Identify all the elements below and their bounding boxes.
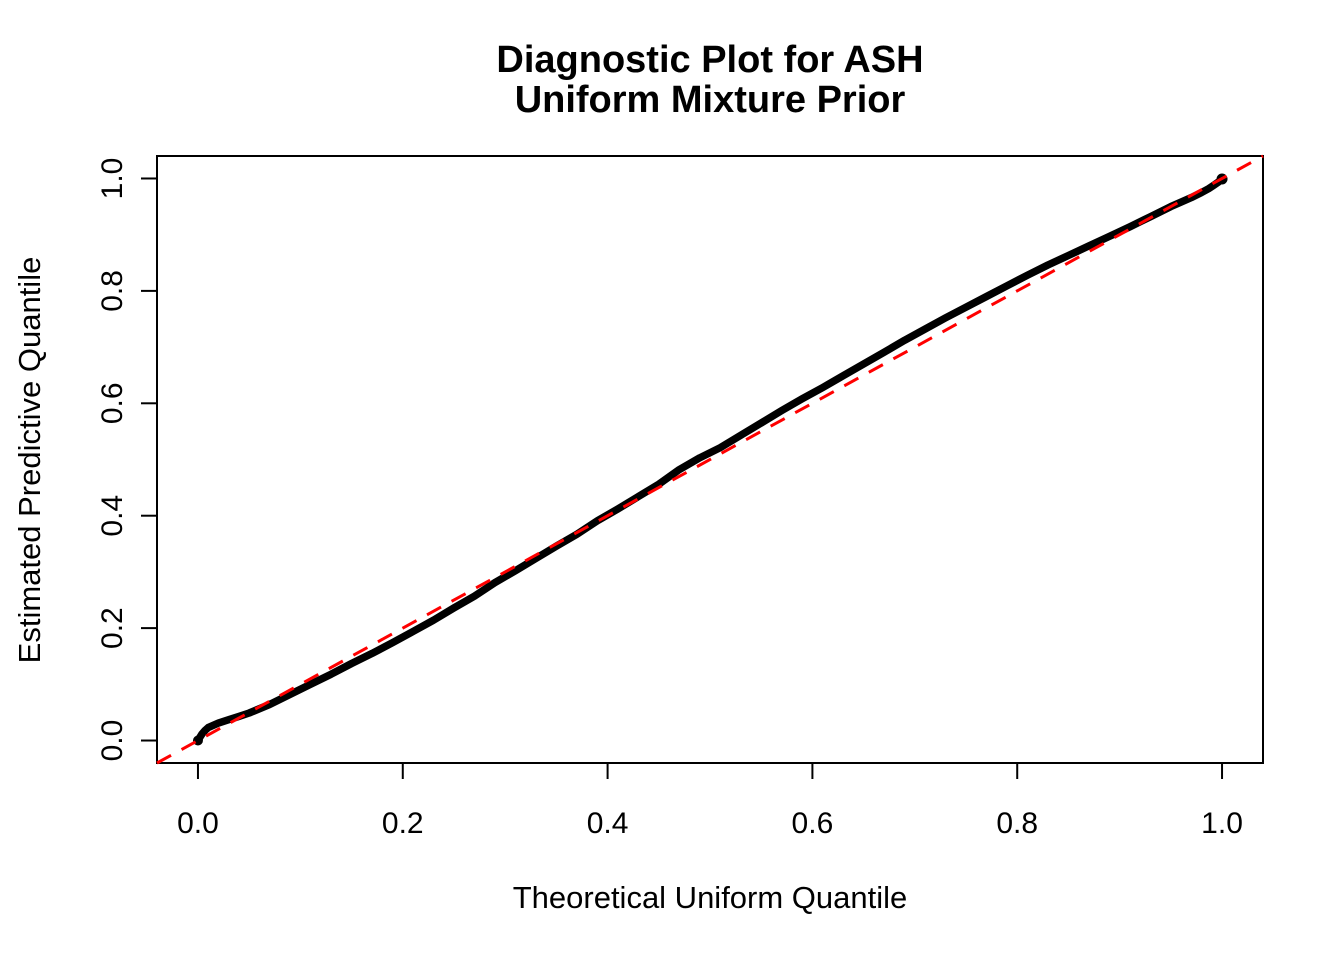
chart-title-line-2: Uniform Mixture Prior — [515, 79, 906, 121]
chart-title-line-1: Diagnostic Plot for ASH — [496, 39, 923, 81]
reference-line-y-equals-x — [156, 154, 1264, 765]
x-tick-label: 0.0 — [177, 807, 219, 840]
x-tick-label: 0.4 — [587, 807, 629, 840]
y-tick-label: 0.0 — [96, 720, 129, 762]
x-tick-label: 0.2 — [382, 807, 424, 840]
plot-area: 0.0 0.2 0.4 0.6 0.8 1.0 0.0 0.2 0.4 0.6 0.8 1.0 — [96, 154, 1264, 840]
x-tick-label: 0.8 — [996, 807, 1038, 840]
y-tick-label: 1.0 — [96, 158, 129, 200]
y-tick-label: 0.2 — [96, 607, 129, 649]
y-tick-label: 0.8 — [96, 270, 129, 312]
y-tick-label: 0.4 — [96, 495, 129, 537]
x-axis-label: Theoretical Uniform Quantile — [513, 880, 908, 915]
y-tick-label: 0.6 — [96, 382, 129, 424]
y-axis-label: Estimated Predictive Quantile — [12, 257, 47, 664]
x-tick-label: 0.6 — [792, 807, 834, 840]
plot-box — [156, 155, 1264, 764]
x-tick-label: 1.0 — [1201, 807, 1243, 840]
qq-curve — [194, 175, 1226, 745]
